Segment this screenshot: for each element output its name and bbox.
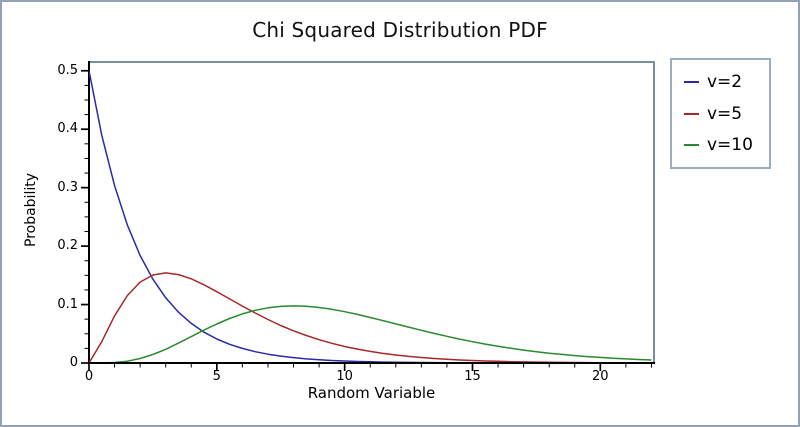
y-tick-label: 0.5 [57,62,78,78]
y-tick-label: 0.4 [57,121,78,137]
x-tick-label: 15 [464,369,481,384]
curve-v=5 [89,272,607,362]
legend-box: v=2 v=5 v=10 [670,58,771,169]
legend-label: v=10 [707,135,753,156]
curves-group [89,70,652,362]
chart-title: Chi Squared Distribution PDF [252,18,548,42]
x-tick-label: 0 [84,369,94,384]
legend-swatch-v=2 [684,80,699,83]
legend-label: v=5 [707,103,743,124]
y-tick-label: 0 [69,355,78,370]
x-axis-title: Random Variable [307,384,436,402]
y-tick-label: 0.3 [57,179,78,195]
x-tick-label: 10 [336,369,353,384]
legend-entry: v=5 [684,104,769,124]
legend-entry: v=2 [684,72,769,92]
legend-swatch-v=5 [684,112,699,115]
legend-entry: v=10 [684,135,769,155]
curve-v=2 [89,70,454,362]
legend-swatch-v=10 [684,144,699,147]
y-tick-label: 0.2 [57,238,78,254]
x-tick-label: 20 [592,369,609,384]
legend-label: v=2 [707,71,743,92]
x-tick-label: 5 [212,369,221,384]
y-tick-label: 0.1 [57,296,78,312]
y-axis-title: Probability [23,172,39,248]
curve-v=10 [106,305,652,362]
